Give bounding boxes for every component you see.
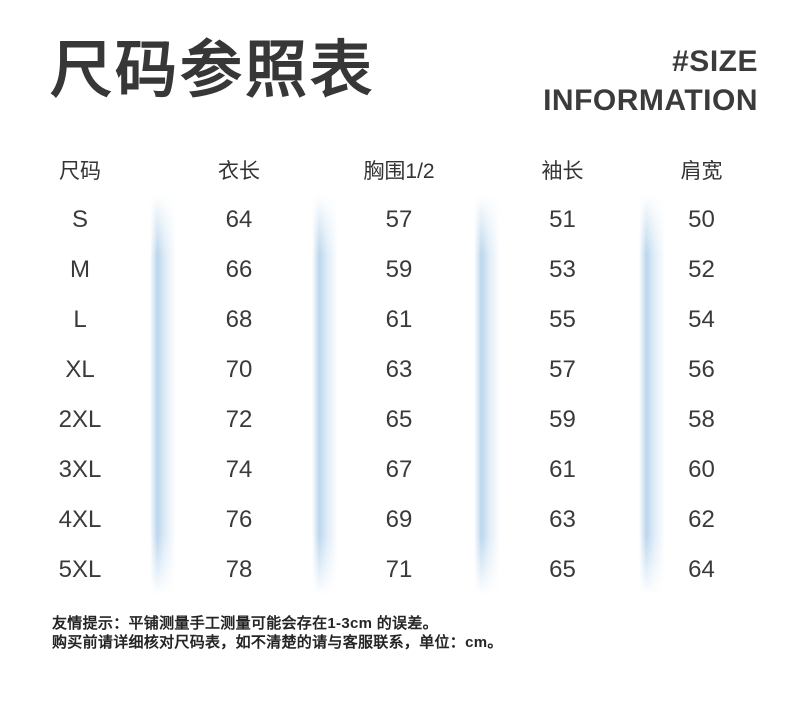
header-cell-chest: 胸围1/2 — [363, 160, 435, 183]
header-cell-sleeve: 袖长 — [541, 160, 584, 183]
size-cell: 3XL — [58, 456, 102, 483]
value-cell: 65 — [549, 556, 576, 583]
table-row-l: L 68 61 55 54 — [0, 295, 758, 345]
table-row-m: M 66 59 53 52 — [0, 245, 758, 295]
column-divider-1 — [150, 195, 176, 595]
table-row-xl: XL 70 63 57 56 — [0, 345, 758, 395]
value-cell: 54 — [688, 306, 715, 333]
value-cell: 71 — [385, 556, 413, 583]
table-row-3xl: 3XL 74 67 61 60 — [0, 445, 758, 495]
table-header-row: 尺码 衣长 胸围1/2 袖长 肩宽 — [0, 145, 758, 195]
value-cell: 59 — [549, 406, 576, 433]
value-cell: 51 — [549, 206, 576, 233]
value-cell: 76 — [225, 506, 253, 533]
column-divider-2 — [312, 195, 338, 595]
value-cell: 64 — [225, 206, 253, 233]
table-row-2xl: 2XL 72 65 59 58 — [0, 395, 758, 445]
value-cell: 56 — [688, 356, 715, 383]
column-divider-4 — [639, 195, 665, 595]
note-line-2: 购买前请详细核对尺码表，如不清楚的请与客服联系，单位：cm。 — [52, 634, 503, 651]
value-cell: 78 — [225, 556, 253, 583]
header-cell-shoulder: 肩宽 — [680, 160, 723, 183]
size-cell: L — [73, 306, 87, 333]
table-row-5xl: 5XL 78 71 65 64 — [0, 545, 758, 595]
column-divider-3 — [474, 195, 500, 595]
value-cell: 57 — [385, 206, 413, 233]
value-cell: 67 — [385, 456, 413, 483]
size-cell: 2XL — [58, 406, 102, 433]
value-cell: 69 — [385, 506, 413, 533]
value-cell: 63 — [385, 356, 413, 383]
value-cell: 62 — [688, 506, 715, 533]
header-cell-length: 衣长 — [218, 160, 260, 183]
value-cell: 55 — [549, 306, 576, 333]
size-tag-line2: INFORMATION — [543, 84, 758, 117]
size-cell: M — [70, 256, 90, 283]
value-cell: 66 — [225, 256, 253, 283]
size-tag-line1: #SIZE — [672, 45, 758, 78]
table-row-4xl: 4XL 76 69 63 62 — [0, 495, 758, 545]
value-cell: 61 — [549, 456, 576, 483]
value-cell: 53 — [549, 256, 576, 283]
value-cell: 72 — [225, 406, 253, 433]
size-table: 尺码 衣长 胸围1/2 袖长 肩宽 S 64 57 51 50 M 66 59 … — [0, 145, 758, 595]
value-cell: 59 — [385, 256, 413, 283]
value-cell: 57 — [549, 356, 576, 383]
value-cell: 63 — [549, 506, 576, 533]
size-cell: XL — [65, 356, 95, 383]
value-cell: 61 — [385, 306, 413, 333]
size-information-tag: #SIZE INFORMATION — [543, 42, 758, 120]
size-cell: 5XL — [58, 556, 102, 583]
value-cell: 65 — [385, 406, 413, 433]
page-title: 尺码参照表 — [50, 36, 376, 105]
size-cell: S — [71, 206, 88, 233]
value-cell: 50 — [688, 206, 715, 233]
note-line-1: 友情提示：平铺测量手工测量可能会存在1-3cm 的误差。 — [52, 615, 438, 632]
header-cell-size: 尺码 — [59, 160, 101, 183]
value-cell: 74 — [225, 456, 253, 483]
size-cell: 4XL — [58, 506, 102, 533]
footer-note: 友情提示：平铺测量手工测量可能会存在1-3cm 的误差。 购买前请详细核对尺码表… — [52, 614, 760, 652]
value-cell: 68 — [225, 306, 253, 333]
table-row-s: S 64 57 51 50 — [0, 195, 758, 245]
value-cell: 58 — [688, 406, 715, 433]
value-cell: 64 — [688, 556, 715, 583]
value-cell: 70 — [225, 356, 253, 383]
value-cell: 52 — [688, 256, 715, 283]
value-cell: 60 — [688, 456, 715, 483]
